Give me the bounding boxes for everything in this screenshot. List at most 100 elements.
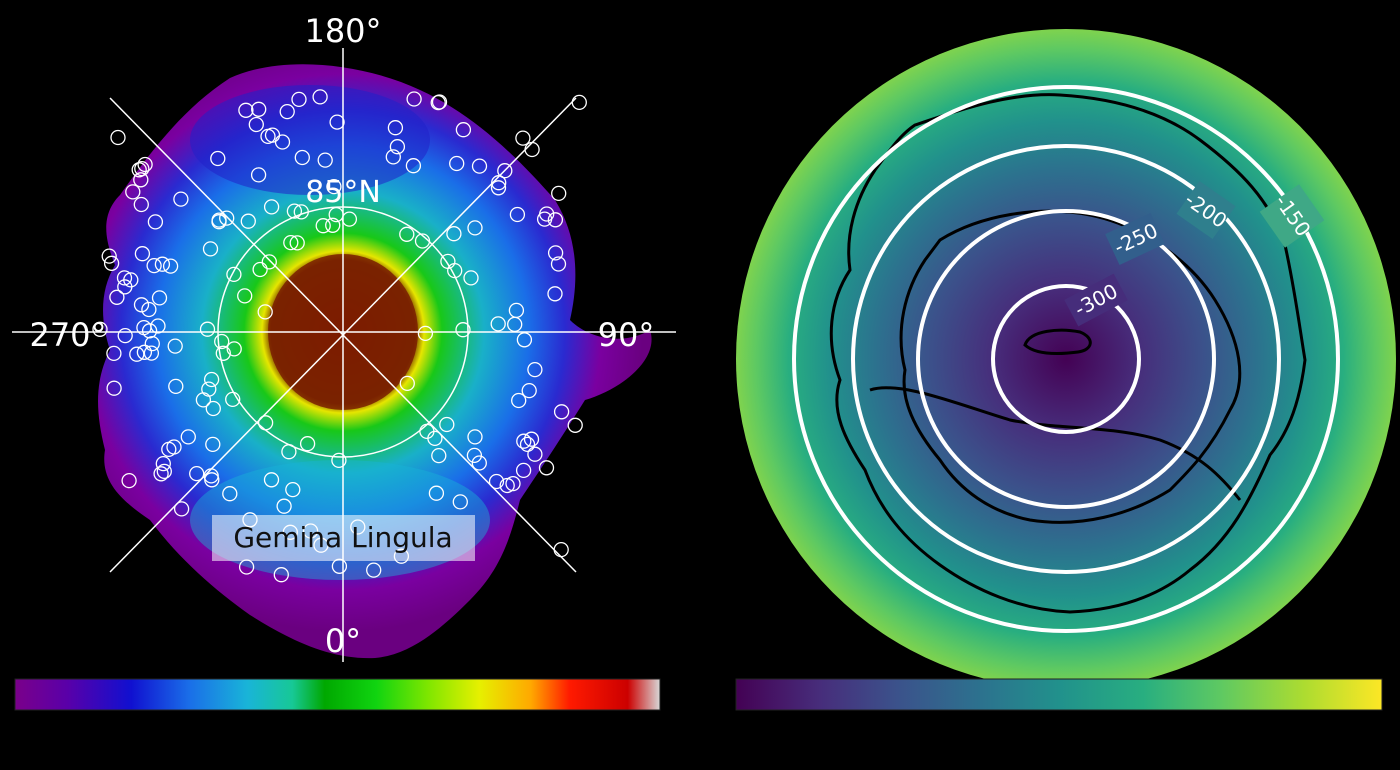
- crater-marker: [161, 441, 177, 458]
- label-lon-270: 270°: [29, 316, 106, 354]
- central-outline: [1023, 328, 1092, 355]
- crater-marker: [431, 447, 447, 464]
- mid-cap-outline: [869, 386, 1242, 501]
- crater-marker: [490, 316, 506, 332]
- crater-marker: [125, 184, 141, 200]
- crater-marker: [452, 494, 468, 510]
- crater-marker: [547, 212, 564, 228]
- crater-marker: [315, 218, 331, 234]
- crater-marker: [491, 175, 507, 191]
- crater-marker: [211, 212, 227, 228]
- crater-marker: [405, 158, 422, 174]
- contour-250: [916, 209, 1216, 509]
- crater-marker: [291, 91, 307, 108]
- crater-marker: [154, 256, 171, 272]
- crater-marker: [515, 130, 531, 146]
- crater-marker: [173, 191, 189, 207]
- crater-marker: [547, 286, 563, 302]
- crater-marker: [299, 436, 316, 452]
- crater-marker: [329, 114, 345, 130]
- crater-marker: [417, 325, 434, 342]
- contour-300: [991, 284, 1141, 434]
- region-label-box: [212, 515, 475, 561]
- crater-marker: [511, 392, 527, 409]
- crater-marker: [524, 141, 540, 158]
- crater-marker: [449, 155, 465, 172]
- crater-marker: [414, 233, 431, 249]
- crater-marker: [389, 139, 406, 155]
- crater-marker: [455, 122, 472, 138]
- crater-marker: [129, 346, 145, 362]
- crater-marker: [286, 203, 303, 219]
- crater-marker: [519, 436, 536, 453]
- crater-marker: [283, 234, 299, 251]
- crater-marker: [134, 246, 151, 262]
- crater-marker: [151, 290, 168, 306]
- crater-marker: [497, 163, 513, 179]
- crater-marker: [439, 416, 455, 433]
- crater-marker: [466, 447, 483, 464]
- crater-marker: [499, 477, 515, 494]
- crater-marker: [199, 321, 216, 337]
- crater-marker: [203, 468, 219, 484]
- crater-marker: [331, 452, 347, 469]
- crater-marker: [219, 210, 235, 226]
- crater-marker: [121, 472, 137, 489]
- crater-marker: [147, 214, 164, 230]
- crater-marker: [263, 199, 280, 215]
- crater-marker: [326, 178, 342, 195]
- crater-marker: [406, 91, 422, 107]
- crater-marker: [240, 213, 256, 229]
- label-lon-180: 180°: [304, 12, 381, 50]
- crater-marker: [446, 226, 462, 242]
- crater-marker: [222, 486, 238, 502]
- crater-marker: [237, 288, 253, 304]
- crater-marker: [146, 257, 162, 274]
- crater-marker: [471, 455, 487, 471]
- contour-label-gaps: [1064, 180, 1325, 327]
- crater-marker: [427, 430, 443, 447]
- crater-marker: [285, 481, 301, 498]
- crater-marker: [471, 158, 488, 174]
- crater-marker: [226, 266, 242, 283]
- crater-marker: [463, 270, 479, 286]
- crater-marker: [567, 417, 583, 433]
- crater-marker: [289, 235, 305, 251]
- right-colorbar: [735, 678, 1383, 711]
- crater-marker: [168, 378, 184, 395]
- crater-marker: [505, 475, 521, 492]
- right-map-panel: -150 -200 -250 -300: [735, 29, 1396, 711]
- crater-marker: [527, 361, 543, 378]
- crater-marker: [547, 245, 564, 261]
- left-map-panel: 180° 90° 270° 0° 85°N Gemina Lingula: [12, 12, 676, 711]
- crater-marker: [137, 156, 153, 173]
- crater-marker: [101, 248, 117, 264]
- crater-marker: [251, 101, 267, 117]
- crater-marker: [156, 463, 172, 480]
- crater-marker: [133, 196, 149, 213]
- crater-marker: [317, 152, 333, 168]
- crater-marker: [116, 270, 133, 286]
- crater-marker: [527, 446, 543, 462]
- crater-marker: [133, 172, 149, 188]
- crater-marker: [92, 321, 108, 337]
- crater-marker: [225, 391, 241, 408]
- graticule: [12, 48, 676, 662]
- crater-marker: [538, 460, 555, 476]
- crater-marker: [153, 466, 169, 482]
- crater-marker: [293, 204, 309, 220]
- elevation-contours: [792, 85, 1340, 633]
- crater-marker: [263, 472, 280, 488]
- crater-marker: [553, 404, 570, 420]
- crater-marker: [521, 382, 537, 399]
- crater-marker: [571, 94, 587, 111]
- crater-marker: [385, 149, 401, 165]
- crater-marker: [238, 102, 254, 118]
- crater-marker: [106, 345, 122, 362]
- crater-marker: [136, 344, 153, 360]
- crater-marker: [201, 381, 217, 397]
- crater-marker: [274, 134, 291, 150]
- crater-marker: [515, 462, 532, 479]
- crater-marker: [203, 371, 220, 388]
